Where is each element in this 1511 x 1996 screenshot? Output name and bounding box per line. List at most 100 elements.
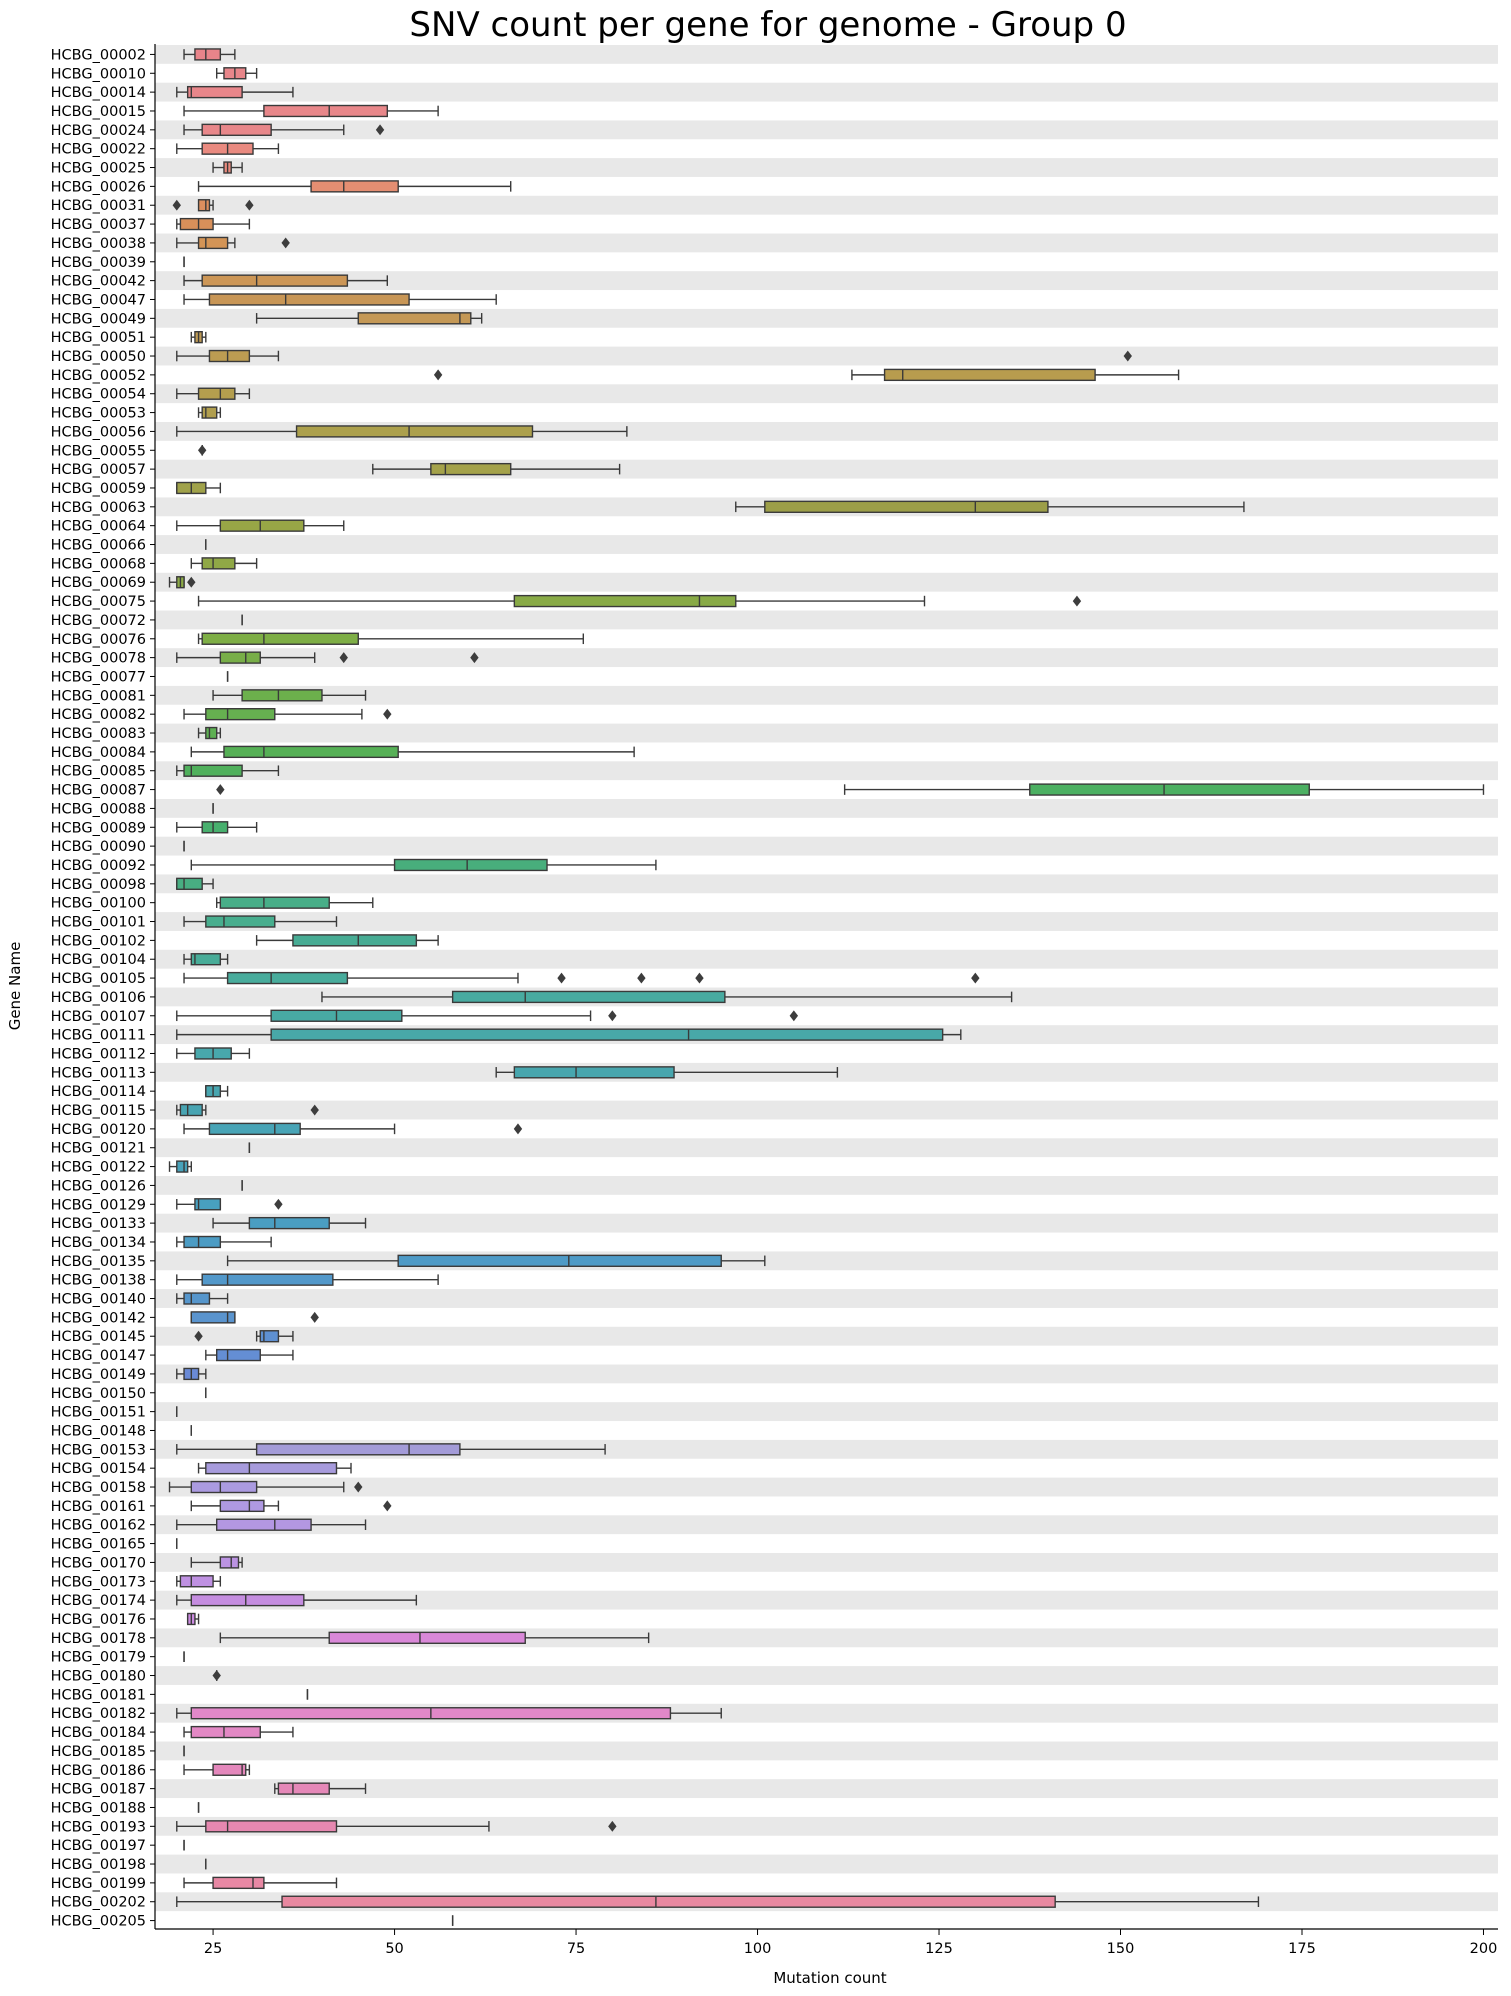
iqr-box — [201, 632, 359, 645]
box-hcbg-00129 — [176, 1198, 283, 1211]
iqr-box — [357, 312, 472, 325]
y-tick-label: HCBG_00193 — [51, 1819, 146, 1835]
box-hcbg-00055 — [197, 444, 207, 456]
box-hcbg-00026 — [197, 180, 512, 193]
chart-title: SNV count per gene for genome - Group 0 — [409, 5, 1126, 45]
iqr-box — [883, 368, 1096, 382]
box-hcbg-00089 — [176, 821, 258, 834]
outlier-point — [608, 1820, 617, 1832]
box-hcbg-00037 — [176, 217, 251, 231]
outlier-point — [281, 237, 290, 249]
outlier-point — [383, 708, 392, 720]
outlier-point — [172, 199, 181, 211]
box-hcbg-00052 — [433, 368, 1180, 382]
row-band — [155, 1854, 1498, 1874]
box-hcbg-00084 — [190, 745, 635, 759]
box-hcbg-00202 — [176, 1895, 1260, 1908]
x-axis-label: Mutation count — [773, 1969, 886, 1987]
row-band — [155, 836, 1498, 856]
row-band — [155, 610, 1498, 630]
iqr-box — [393, 858, 548, 872]
iqr-box — [190, 1725, 261, 1739]
box-hcbg-00193 — [176, 1820, 617, 1833]
row-band — [155, 1553, 1498, 1572]
y-tick-label: HCBG_00149 — [51, 1367, 146, 1383]
iqr-box — [223, 745, 399, 759]
y-tick-label: HCBG_00170 — [51, 1555, 146, 1571]
y-tick-label: HCBG_00161 — [51, 1499, 146, 1515]
row-band — [155, 1100, 1498, 1120]
y-tick-label: HCBG_00104 — [51, 952, 146, 968]
iqr-box — [248, 1216, 330, 1230]
iqr-box — [219, 1499, 265, 1513]
box-hcbg-00054 — [176, 387, 251, 400]
box-hcbg-00025 — [212, 161, 243, 174]
y-tick-label: HCBG_00038 — [51, 236, 146, 252]
box-hcbg-00082 — [183, 708, 392, 721]
row-band — [155, 761, 1498, 781]
iqr-box — [397, 1254, 722, 1267]
box-hcbg-00162 — [176, 1518, 367, 1531]
y-tick-label: HCBG_00142 — [51, 1310, 146, 1326]
y-tick-label: HCBG_00188 — [51, 1800, 146, 1816]
y-tick-label: HCBG_00088 — [51, 801, 146, 817]
y-tick-label: HCBG_00135 — [51, 1254, 146, 1270]
iqr-box — [197, 387, 236, 400]
outlier-point — [513, 1123, 523, 1135]
iqr-box — [201, 557, 236, 570]
box-hcbg-00142 — [190, 1311, 319, 1324]
iqr-box — [197, 199, 211, 212]
y-axis-label: Gene Name — [6, 942, 24, 1031]
row-band — [155, 1213, 1498, 1233]
iqr-box — [201, 821, 229, 834]
y-tick-label: HCBG_00162 — [51, 1518, 146, 1534]
y-tick-label: HCBG_00197 — [51, 1838, 146, 1854]
row-band — [155, 1326, 1498, 1346]
row-band — [155, 384, 1498, 404]
y-tick-label: HCBG_00075 — [51, 594, 146, 610]
y-tick-label: HCBG_00179 — [51, 1650, 146, 1666]
row-band — [155, 572, 1498, 592]
box-hcbg-00068 — [190, 557, 258, 570]
row-band — [155, 1138, 1498, 1158]
y-tick-label: HCBG_00182 — [51, 1706, 146, 1722]
box-hcbg-00120 — [183, 1122, 523, 1136]
box-hcbg-00069 — [168, 576, 196, 589]
iqr-box — [216, 1348, 261, 1362]
outlier-point — [608, 1010, 617, 1022]
outlier-point — [971, 972, 980, 984]
row-band — [155, 1590, 1498, 1610]
outlier-point — [339, 652, 348, 664]
iqr-box — [263, 104, 389, 118]
row-band — [155, 799, 1498, 818]
y-tick-label: HCBG_00054 — [51, 387, 146, 403]
iqr-box — [513, 594, 737, 608]
box-hcbg-00154 — [197, 1462, 352, 1475]
iqr-box — [205, 726, 218, 740]
outlier-point — [310, 1311, 319, 1323]
iqr-box — [190, 1480, 258, 1494]
x-tick-label: 200 — [1470, 1941, 1498, 1957]
y-tick-label: HCBG_00173 — [51, 1574, 146, 1590]
y-tick-label: HCBG_00199 — [51, 1876, 146, 1892]
x-tick-label: 125 — [925, 1941, 953, 1957]
iqr-box — [194, 1198, 222, 1211]
box-hcbg-00078 — [176, 651, 479, 664]
iqr-box — [255, 1443, 461, 1456]
y-tick-label: HCBG_00039 — [51, 255, 146, 271]
box-hcbg-00186 — [183, 1763, 251, 1776]
iqr-box — [183, 1292, 211, 1305]
y-tick-label: HCBG_00026 — [51, 179, 146, 195]
outlier-point — [187, 576, 196, 588]
outlier-point — [375, 124, 385, 136]
iqr-box — [208, 1122, 301, 1136]
box-hcbg-00050 — [176, 349, 1132, 363]
row-band — [155, 195, 1498, 215]
iqr-box — [212, 1763, 247, 1776]
y-tick-label: HCBG_00134 — [51, 1235, 146, 1251]
iqr-box — [241, 689, 323, 702]
box-hcbg-00114 — [205, 1085, 229, 1098]
iqr-box — [176, 877, 203, 890]
iqr-box — [208, 293, 410, 306]
